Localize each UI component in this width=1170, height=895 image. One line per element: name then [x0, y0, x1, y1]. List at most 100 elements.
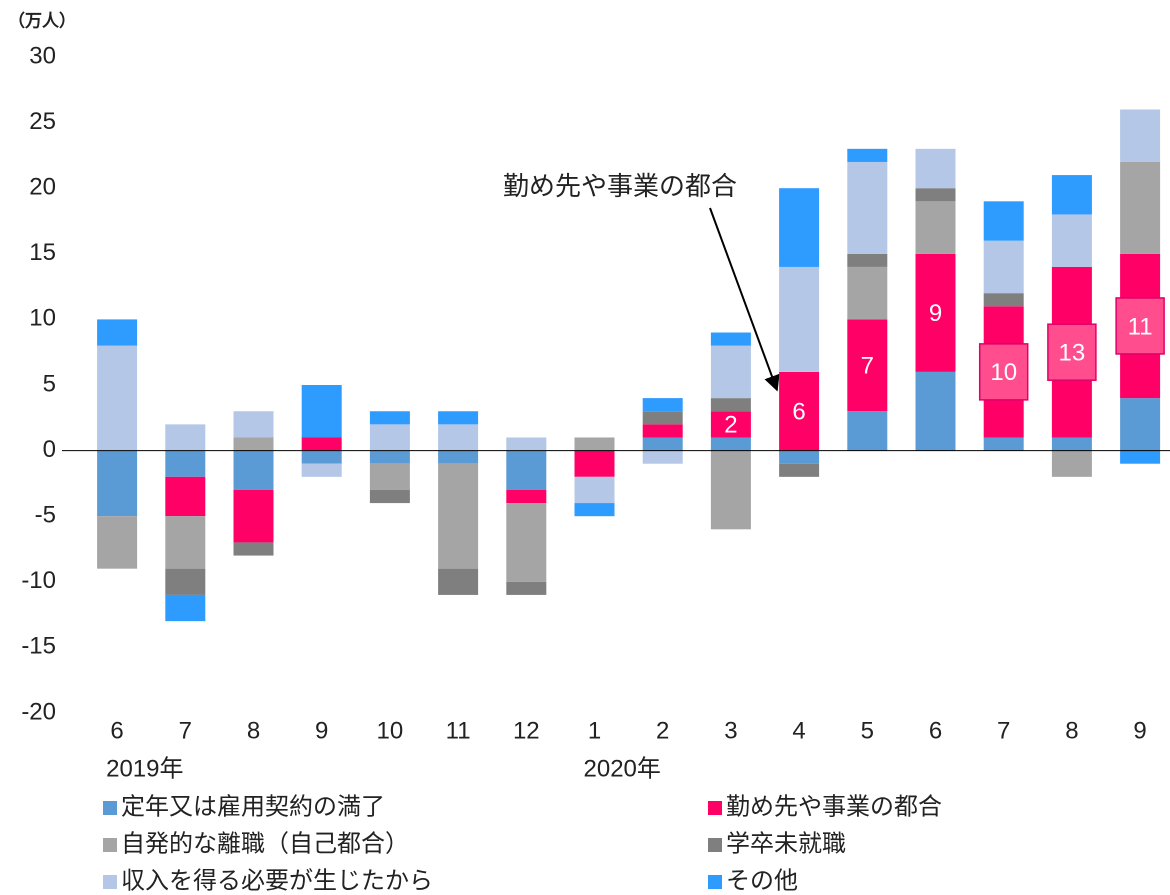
x-tick-label: 12 [513, 717, 540, 744]
x-tick-label: 5 [861, 717, 874, 744]
bar-segment [165, 568, 206, 595]
bar-segment [1051, 214, 1092, 267]
bar-segment [1120, 398, 1161, 451]
annotation: 勤め先や事業の都合 [503, 171, 737, 201]
bar-segment [710, 437, 751, 451]
legend-swatch [103, 875, 117, 889]
bar-segment [506, 437, 547, 451]
bar-segment [1120, 450, 1161, 464]
x-tick-label: 6 [929, 717, 942, 744]
bar-segment [369, 450, 410, 464]
y-tick-label: 30 [29, 42, 56, 69]
bar-segment [779, 266, 820, 372]
bar-segment [710, 332, 751, 346]
y-tick-label: 5 [43, 370, 56, 397]
bar-segment [915, 201, 956, 254]
bar-segment [233, 489, 274, 543]
bar-segment [233, 450, 274, 490]
bar-segment [369, 463, 410, 490]
bar-segment [506, 450, 547, 490]
bar-segment [642, 411, 683, 425]
x-tick-label: 3 [724, 717, 737, 744]
bar-segment [1120, 109, 1161, 162]
bar-segment [642, 450, 683, 464]
legend-label: 勤め先や事業の都合 [726, 793, 942, 820]
bar-segment [97, 319, 138, 346]
bar-segment [847, 161, 888, 254]
x-tick-label: 4 [792, 717, 805, 744]
bar-segment [1051, 450, 1092, 477]
bar-segment [165, 450, 206, 477]
bar-segment [1120, 161, 1161, 254]
data-label: 2 [724, 412, 737, 439]
bar-segment [369, 411, 410, 425]
legend-swatch [708, 875, 722, 889]
bar-segment [165, 594, 206, 622]
label-box [1115, 297, 1165, 355]
bar-segment [574, 503, 615, 517]
x-tick-label: 7 [997, 717, 1010, 744]
y-tick-label: 20 [29, 174, 56, 201]
bar-segment [983, 240, 1024, 294]
bar-segment [847, 148, 888, 162]
bar-segment [710, 345, 751, 399]
bar-segment [165, 516, 206, 569]
y-tick-label: 0 [43, 436, 56, 463]
label-box [1047, 323, 1097, 381]
bar-segment [506, 503, 547, 582]
bar-segment [779, 463, 820, 477]
x-group-label: 2019年 [106, 755, 183, 782]
bar-segment [915, 148, 956, 189]
bar-segment [574, 476, 615, 504]
bar-segment [983, 201, 1024, 241]
bar-segment [574, 437, 615, 451]
bar-segment [438, 463, 479, 569]
bar-segment [983, 293, 1024, 307]
bar-segment [233, 437, 274, 451]
x-tick-label: 6 [110, 717, 123, 744]
bar-segment [97, 345, 138, 451]
data-label: 13 [1059, 340, 1086, 367]
bar-segment [506, 489, 547, 504]
bar-segment [438, 568, 479, 595]
bar-segment [779, 188, 820, 267]
bar-segment [369, 424, 410, 451]
legend-swatch [103, 801, 117, 815]
legend-swatch [708, 838, 722, 852]
bar-segment [438, 424, 479, 451]
bar-segment [97, 516, 138, 569]
bar-segment [847, 253, 888, 267]
bar-segment [438, 411, 479, 425]
y-tick-label: -15 [21, 633, 56, 660]
x-tick-label: 2 [656, 717, 669, 744]
y-axis-label: （万人） [8, 10, 76, 30]
legend-swatch [103, 838, 117, 852]
bar-segment [847, 411, 888, 451]
label-box [978, 343, 1029, 401]
legend-label: 収入を得る必要が生じたから [121, 867, 433, 894]
bar-segment [710, 450, 751, 530]
legend-label: 自発的な離職（自己都合） [121, 830, 409, 857]
bar-segment [165, 476, 206, 517]
bar-segment [506, 581, 547, 595]
bar-segment [301, 450, 342, 464]
bar-segment [983, 437, 1024, 451]
legend-label: 定年又は雇用契約の満了 [121, 793, 385, 820]
x-tick-label: 1 [588, 717, 601, 744]
bar-segment [1051, 437, 1092, 451]
x-tick-label: 7 [179, 717, 192, 744]
y-tick-label: -20 [21, 698, 56, 725]
legend-label: 学卒未就職 [726, 830, 846, 857]
x-tick-label: 9 [1133, 717, 1146, 744]
bar-segment [1051, 175, 1092, 215]
bar-segment [97, 450, 138, 517]
x-tick-label: 11 [446, 717, 471, 744]
x-tick-label: 9 [315, 717, 328, 744]
bar-segment [642, 424, 683, 438]
data-label: 6 [792, 399, 805, 426]
bar-segment [233, 411, 274, 438]
data-label: 11 [1128, 313, 1153, 340]
bar-segment [779, 371, 820, 451]
y-tick-label: -10 [21, 567, 56, 594]
